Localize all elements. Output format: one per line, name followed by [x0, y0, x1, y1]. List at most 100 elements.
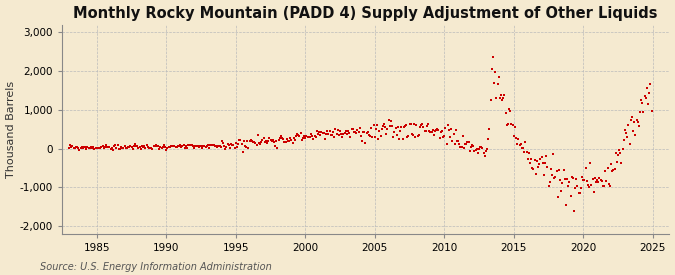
Point — [311, 129, 322, 134]
Point — [207, 143, 218, 147]
Point — [340, 129, 351, 133]
Point — [585, 161, 595, 165]
Point — [508, 134, 519, 138]
Point — [646, 109, 657, 114]
Point — [92, 146, 103, 150]
Point — [550, 175, 561, 179]
Point — [209, 143, 220, 148]
Point — [128, 144, 139, 148]
Point — [266, 139, 277, 143]
Point — [196, 144, 207, 148]
Point — [308, 137, 319, 141]
Point — [350, 130, 360, 134]
Point — [555, 178, 566, 182]
Point — [602, 166, 613, 170]
Point — [205, 142, 216, 147]
Point — [139, 143, 150, 148]
Point — [614, 148, 624, 152]
Point — [368, 123, 379, 128]
Point — [593, 180, 603, 185]
Point — [324, 129, 335, 133]
Point — [495, 96, 506, 100]
Point — [413, 133, 424, 137]
Point — [223, 143, 234, 148]
Point — [479, 154, 490, 159]
Point — [533, 164, 543, 169]
Point — [94, 146, 105, 151]
Point — [518, 145, 529, 150]
Point — [152, 144, 163, 148]
Point — [475, 145, 485, 149]
Point — [425, 130, 436, 134]
Point — [563, 184, 574, 188]
Point — [615, 151, 626, 155]
Point — [592, 177, 603, 182]
Point — [190, 144, 200, 148]
Point — [213, 144, 224, 148]
Point — [227, 143, 238, 147]
Point — [353, 130, 364, 135]
Point — [154, 147, 165, 151]
Point — [491, 95, 502, 100]
Point — [170, 145, 181, 149]
Point — [138, 145, 148, 149]
Point — [249, 140, 260, 145]
Point — [78, 145, 88, 150]
Point — [474, 147, 485, 151]
Point — [282, 139, 293, 143]
Point — [526, 156, 537, 161]
Point — [485, 98, 496, 103]
Point — [65, 143, 76, 148]
Point — [516, 146, 527, 150]
Point — [421, 129, 431, 133]
Point — [547, 173, 558, 177]
Point — [345, 135, 356, 139]
Point — [193, 144, 204, 149]
Point — [233, 142, 244, 147]
Point — [502, 122, 512, 127]
Point — [234, 138, 244, 143]
Point — [246, 138, 256, 142]
Point — [198, 144, 209, 148]
Point — [115, 144, 126, 149]
Point — [398, 125, 409, 130]
Point — [112, 143, 123, 147]
Point — [566, 175, 577, 180]
Point — [626, 114, 637, 119]
Point — [431, 128, 441, 132]
Point — [643, 102, 653, 106]
Point — [579, 178, 590, 182]
Point — [333, 132, 344, 137]
Point — [267, 138, 278, 142]
Point — [523, 150, 534, 155]
Point — [225, 142, 236, 146]
Point — [242, 139, 252, 143]
Point — [159, 143, 169, 147]
Point — [581, 179, 592, 184]
Point — [99, 145, 110, 150]
Point — [76, 145, 87, 149]
Point — [458, 146, 469, 151]
Point — [360, 141, 371, 145]
Point — [392, 133, 402, 137]
Point — [340, 130, 350, 135]
Point — [246, 139, 257, 143]
Point — [352, 128, 362, 132]
Point — [89, 146, 100, 151]
Point — [440, 125, 451, 130]
Point — [362, 130, 373, 134]
Point — [288, 136, 299, 141]
Point — [134, 145, 145, 150]
Point — [217, 141, 228, 145]
Point — [531, 172, 541, 176]
Point — [63, 146, 74, 150]
Point — [173, 144, 184, 148]
Point — [364, 134, 375, 138]
Point — [254, 141, 265, 145]
Point — [204, 145, 215, 150]
Point — [354, 126, 365, 131]
Point — [510, 125, 520, 129]
Point — [81, 147, 92, 152]
Point — [212, 145, 223, 149]
Point — [342, 132, 352, 136]
